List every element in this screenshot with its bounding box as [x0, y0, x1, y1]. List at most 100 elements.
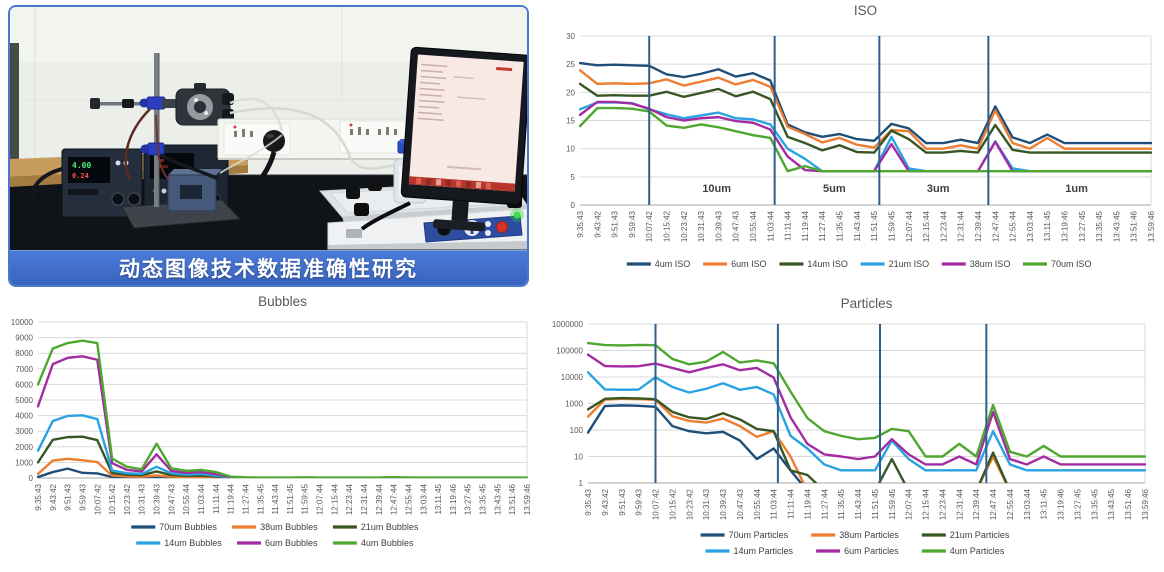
x-axis-label: 13:03:44	[419, 483, 428, 515]
legend-item: 70um Particles	[700, 530, 789, 540]
x-axis-label: 10:07:42	[652, 488, 661, 520]
y-axis-label: 3000	[15, 427, 33, 436]
series-line-6um-ISO	[579, 69, 1152, 150]
series-line-6um-Particles	[587, 353, 1146, 466]
legend-item: 21um Particles	[921, 530, 1010, 540]
y-axis-label: 10	[566, 145, 575, 154]
series-line-70um-ISO	[579, 106, 1152, 173]
legend-label: 6um Bubbles	[265, 538, 318, 548]
x-axis-label: 12:31:44	[360, 483, 369, 515]
y-axis-label: 20	[566, 88, 575, 97]
y-axis-label: 1000	[565, 400, 583, 409]
status-led	[510, 208, 524, 222]
x-axis-label: 12:47:44	[390, 483, 399, 515]
x-axis-label: 13:51:46	[1130, 210, 1139, 242]
legend-item: 6um ISO	[703, 259, 767, 269]
y-axis-label: 7000	[15, 365, 33, 374]
x-axis-label: 13:35:45	[1090, 488, 1099, 520]
y-axis-label: 25	[566, 60, 575, 69]
monitor-screen	[408, 54, 524, 192]
y-axis-label: 9000	[15, 334, 33, 343]
legend-label: 38um Particles	[839, 530, 899, 540]
x-axis-label: 11:03:44	[770, 488, 779, 519]
legend-item: 21um Bubbles	[332, 522, 419, 532]
series-line-21um-ISO	[579, 101, 1152, 173]
screen-red-label	[496, 67, 513, 72]
y-axis-label: 0	[29, 474, 34, 483]
legend-item: 38um Bubbles	[232, 522, 318, 532]
x-axis-label: 11:27:44	[820, 488, 829, 519]
x-axis-label: 10:07:42	[93, 483, 102, 515]
series-line-38um-Particles	[587, 397, 805, 483]
series-group	[579, 61, 1152, 173]
x-axis-label: 10:47:43	[736, 488, 745, 520]
x-axis-label: 9:35:43	[34, 483, 43, 510]
x-axis-label: 11:11:44	[787, 488, 796, 519]
series-line-14um-Particles	[587, 371, 1146, 472]
x-axis-label: 11:59:45	[888, 488, 897, 519]
iso-chart: ISO 0 5 10 15 20 25 30 9:35:43 9:43:42 9:51:43 9:5…	[556, 0, 1164, 292]
y-axis-label: 5	[571, 173, 576, 182]
x-axis-label: 10:23:42	[680, 210, 689, 242]
x-axis-label: 9:59:43	[78, 483, 87, 510]
psu-current-readout: 0.24	[72, 172, 89, 180]
series-line-38um-Particles	[978, 455, 1008, 483]
x-axis-label: 12:23:44	[938, 488, 947, 520]
legend-label: 14um Bubbles	[164, 538, 222, 548]
x-axis-label: 12:47:44	[989, 488, 998, 520]
x-axis-label: 12:39:44	[375, 483, 384, 515]
y-axis-label: 100	[570, 426, 584, 435]
x-axis-label: 12:15:44	[330, 483, 339, 515]
x-axis-label: 11:27:44	[241, 483, 250, 514]
series-line-70um-Particles	[587, 404, 803, 483]
power-cable	[30, 167, 63, 204]
legend-item: 6um Particles	[816, 546, 899, 556]
x-axis-label: 10:31:43	[138, 483, 147, 515]
iso-chart-title: ISO	[853, 3, 878, 18]
x-axis-label: 12:31:44	[957, 210, 966, 242]
y-axis-label: 6000	[15, 380, 33, 389]
x-axis-label: 13:43:45	[1107, 488, 1116, 520]
series-group	[587, 341, 1146, 483]
legend-item: 14um ISO	[779, 259, 848, 269]
x-axis-label: 11:19:44	[803, 488, 812, 519]
y-axis-label: 2000	[15, 443, 33, 452]
bench-cable	[360, 201, 411, 231]
legend-item: 38um ISO	[941, 259, 1010, 269]
legend-item: 21um ISO	[860, 259, 929, 269]
series-line-6um-Bubbles	[37, 355, 528, 478]
x-axis-label: 10:55:44	[182, 483, 191, 515]
section-label: 1um	[1065, 183, 1088, 195]
section-label: 5um	[823, 183, 846, 195]
x-axis-label: 9:43:42	[593, 210, 602, 237]
wires	[124, 108, 219, 181]
x-axis-label: 9:43:42	[601, 488, 610, 515]
x-axis-label: 10:55:44	[749, 210, 758, 242]
x-axis-label: 9:59:43	[628, 210, 637, 237]
x-axis-label: 11:11:44	[784, 210, 793, 241]
y-axis-label: 100000	[556, 347, 583, 356]
y-axis-label: 1000	[15, 458, 33, 467]
legend-label: 70um ISO	[1051, 259, 1092, 269]
x-axis-label: 12:23:44	[345, 483, 354, 515]
x-axis-label: 11:03:44	[766, 210, 775, 241]
y-axis-label: 1	[579, 479, 584, 488]
x-axis-label: 13:27:45	[1078, 210, 1087, 242]
series-line-4um-Particles	[587, 341, 1146, 458]
series-line-38um-ISO	[579, 100, 1152, 173]
x-axis-label: 13:27:45	[464, 483, 473, 515]
legend-label: 6um Particles	[844, 546, 899, 556]
x-axis-label: 11:35:45	[256, 483, 265, 514]
doorframe-edge	[10, 43, 19, 167]
x-axis-label: 11:03:44	[197, 483, 206, 514]
x-axis-label: 11:19:44	[801, 210, 810, 241]
y-axis-label: 10000	[561, 373, 584, 382]
x-axis-label: 12:15:44	[922, 210, 931, 242]
x-axis-label: 12:07:44	[905, 488, 914, 520]
clamp-knob	[368, 179, 382, 191]
x-axis-label: 11:43:44	[853, 210, 862, 241]
x-axis-label: 12:07:44	[905, 210, 914, 242]
particles-chart-title: Particles	[840, 296, 893, 311]
y-axis-label: 10000	[11, 318, 34, 327]
legend-item: 4um ISO	[626, 259, 690, 269]
